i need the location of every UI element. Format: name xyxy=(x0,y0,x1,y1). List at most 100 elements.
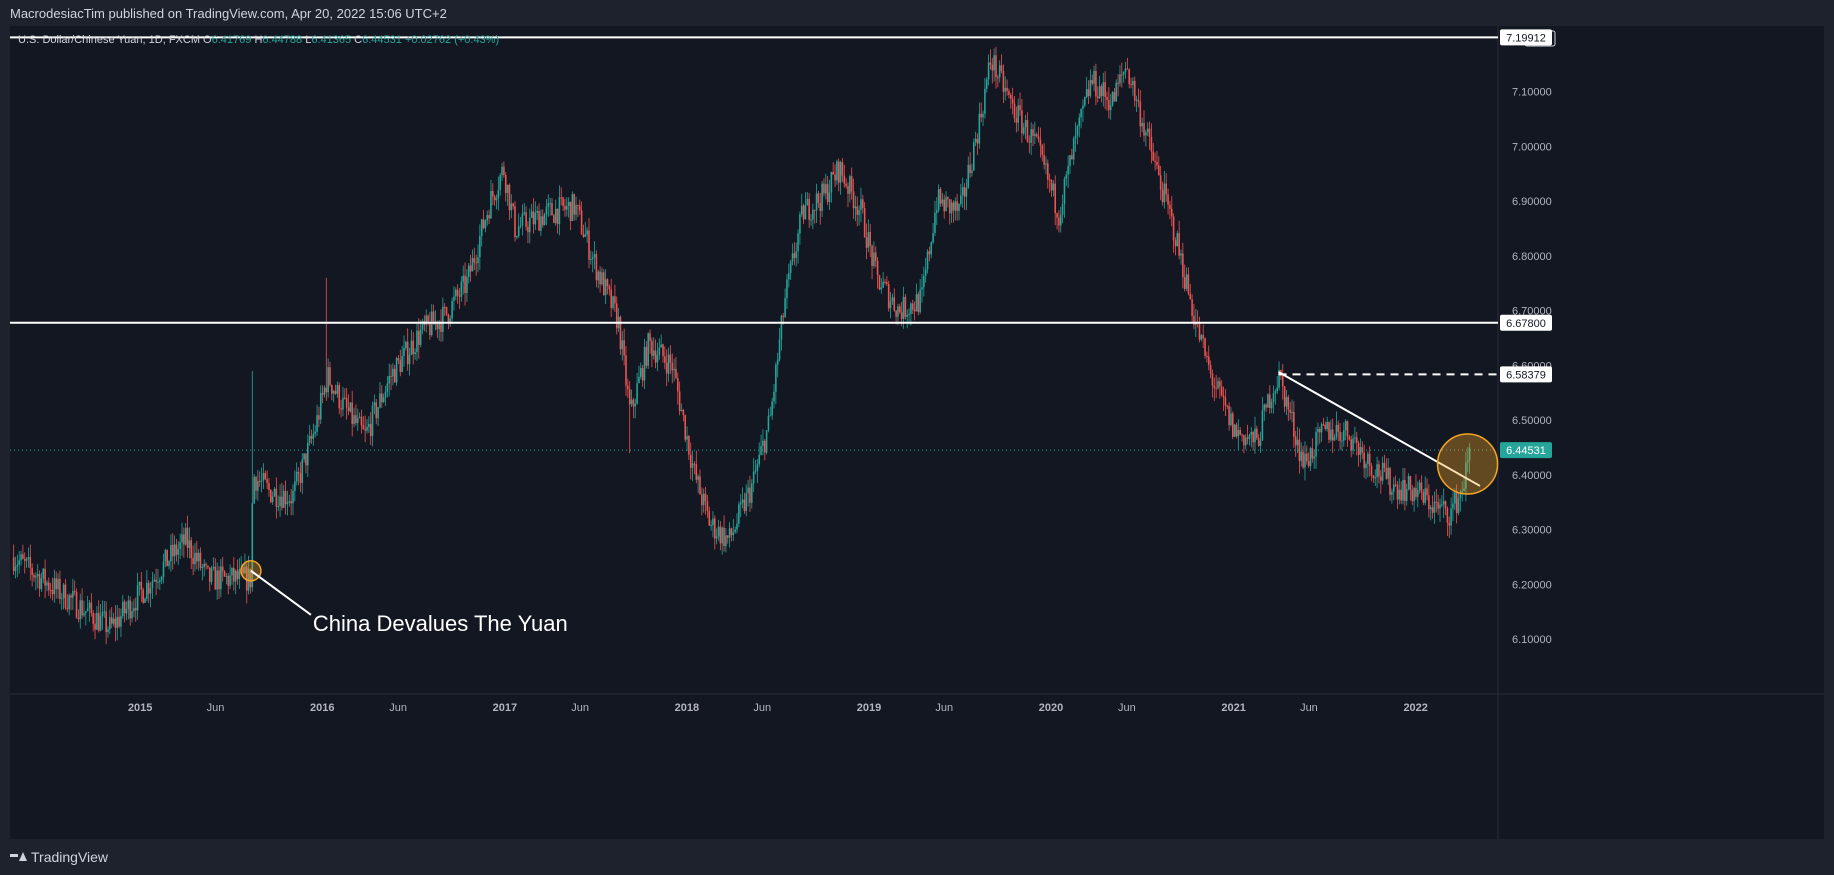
candle-body xyxy=(255,476,257,491)
candle-body xyxy=(1389,467,1391,495)
candle-body xyxy=(1407,475,1410,490)
candle-body xyxy=(418,330,420,345)
candle-body xyxy=(591,257,594,260)
candle-body xyxy=(88,602,91,609)
candle-body xyxy=(1202,335,1204,339)
candle-body xyxy=(919,289,921,313)
candle-body xyxy=(641,368,644,381)
candle-body xyxy=(1193,315,1195,325)
candle-body xyxy=(710,525,712,527)
candle-body xyxy=(373,402,376,406)
candle-body xyxy=(604,279,607,296)
candle-body xyxy=(884,281,886,283)
candle-body xyxy=(36,574,39,577)
candle-body xyxy=(301,459,304,483)
candle-body xyxy=(712,518,714,526)
candle-body xyxy=(667,354,670,374)
candle-body xyxy=(332,391,335,394)
candle-body xyxy=(566,205,568,210)
tradingview-brand[interactable]: TradingView xyxy=(10,849,108,865)
candle-body xyxy=(353,415,355,424)
candle-body xyxy=(849,176,851,194)
tradingview-logo-icon xyxy=(10,852,27,862)
candle-body xyxy=(997,77,999,79)
candle-body xyxy=(974,138,977,143)
candle-body xyxy=(590,259,592,261)
price-tick-label: 6.80000 xyxy=(1512,251,1552,263)
time-tick-label: 2019 xyxy=(857,702,881,714)
candle-body xyxy=(891,297,894,302)
candle-body xyxy=(1348,436,1351,440)
candle-body xyxy=(1117,82,1119,84)
dashed-level-label: 6.58379 xyxy=(1506,369,1546,381)
candle-body xyxy=(878,275,881,290)
candle-body xyxy=(887,283,890,309)
candle-body xyxy=(554,208,557,223)
candle-body xyxy=(854,206,857,209)
candle-body xyxy=(453,296,455,302)
candle-body xyxy=(399,360,402,373)
candle-body xyxy=(743,499,746,511)
candle-body xyxy=(1011,98,1014,104)
candle-body xyxy=(66,607,69,610)
candle-body xyxy=(995,55,997,78)
legend-symbol: U.S. Dollar/Chinese Yuan, 1D, FXCM xyxy=(18,34,200,46)
candle-body xyxy=(815,193,818,211)
candle-body xyxy=(449,318,452,323)
candle-body xyxy=(1287,397,1290,410)
candle-body xyxy=(856,206,859,215)
candle-body xyxy=(1050,180,1053,191)
candle-body xyxy=(921,287,923,290)
candle-body xyxy=(971,170,973,174)
candle-body xyxy=(1045,163,1047,165)
candle-body xyxy=(419,329,422,345)
legend-low-label: L xyxy=(305,34,312,46)
candle-body xyxy=(1109,105,1112,111)
candle-body xyxy=(1222,395,1225,398)
candle-body xyxy=(221,566,224,572)
candle-body xyxy=(1228,406,1230,426)
candle-body xyxy=(1331,429,1334,441)
candle-body xyxy=(845,183,847,187)
candle-body xyxy=(699,476,701,495)
candle-body xyxy=(464,275,466,294)
candle-body xyxy=(1128,69,1130,85)
candle-body xyxy=(1335,424,1338,438)
candle-body xyxy=(73,591,76,593)
candle-body xyxy=(44,568,46,586)
candle-body xyxy=(610,289,612,308)
candle-body xyxy=(584,234,587,237)
annotation-label: China Devalues The Yuan xyxy=(313,611,568,636)
candle-body xyxy=(560,197,563,199)
candle-body xyxy=(1054,183,1056,214)
candle-body xyxy=(1392,484,1395,492)
candle-body xyxy=(1069,155,1071,166)
candle-body xyxy=(582,233,585,237)
candle-body xyxy=(436,321,439,330)
candle-body xyxy=(1372,475,1375,479)
candle-body xyxy=(279,496,281,506)
candlestick-chart[interactable]: China Devalues The Yuan 6.10000 6.20000 6.… xyxy=(10,26,1824,839)
candle-body xyxy=(1087,89,1090,97)
candle-body xyxy=(902,296,905,319)
candle-body xyxy=(1204,338,1206,356)
candle-body xyxy=(915,294,918,312)
chart-area[interactable]: China Devalues The Yuan 6.10000 6.20000 6.… xyxy=(10,26,1824,839)
candle-body xyxy=(25,558,28,561)
candle-body xyxy=(460,281,463,297)
candle-body xyxy=(669,354,672,363)
candle-body xyxy=(134,608,137,611)
candle-body xyxy=(778,339,781,360)
candle-body xyxy=(1341,440,1343,442)
candle-body xyxy=(1230,413,1232,426)
candle-body xyxy=(1302,451,1304,468)
candle-body xyxy=(1226,405,1229,407)
candle-body xyxy=(763,440,766,453)
candle-body xyxy=(268,483,270,490)
candle-body xyxy=(628,389,631,405)
candle-body xyxy=(1359,447,1362,455)
candle-body xyxy=(586,230,588,235)
candle-body xyxy=(810,219,812,221)
candle-body xyxy=(1454,492,1456,504)
candle-body xyxy=(1463,488,1465,492)
